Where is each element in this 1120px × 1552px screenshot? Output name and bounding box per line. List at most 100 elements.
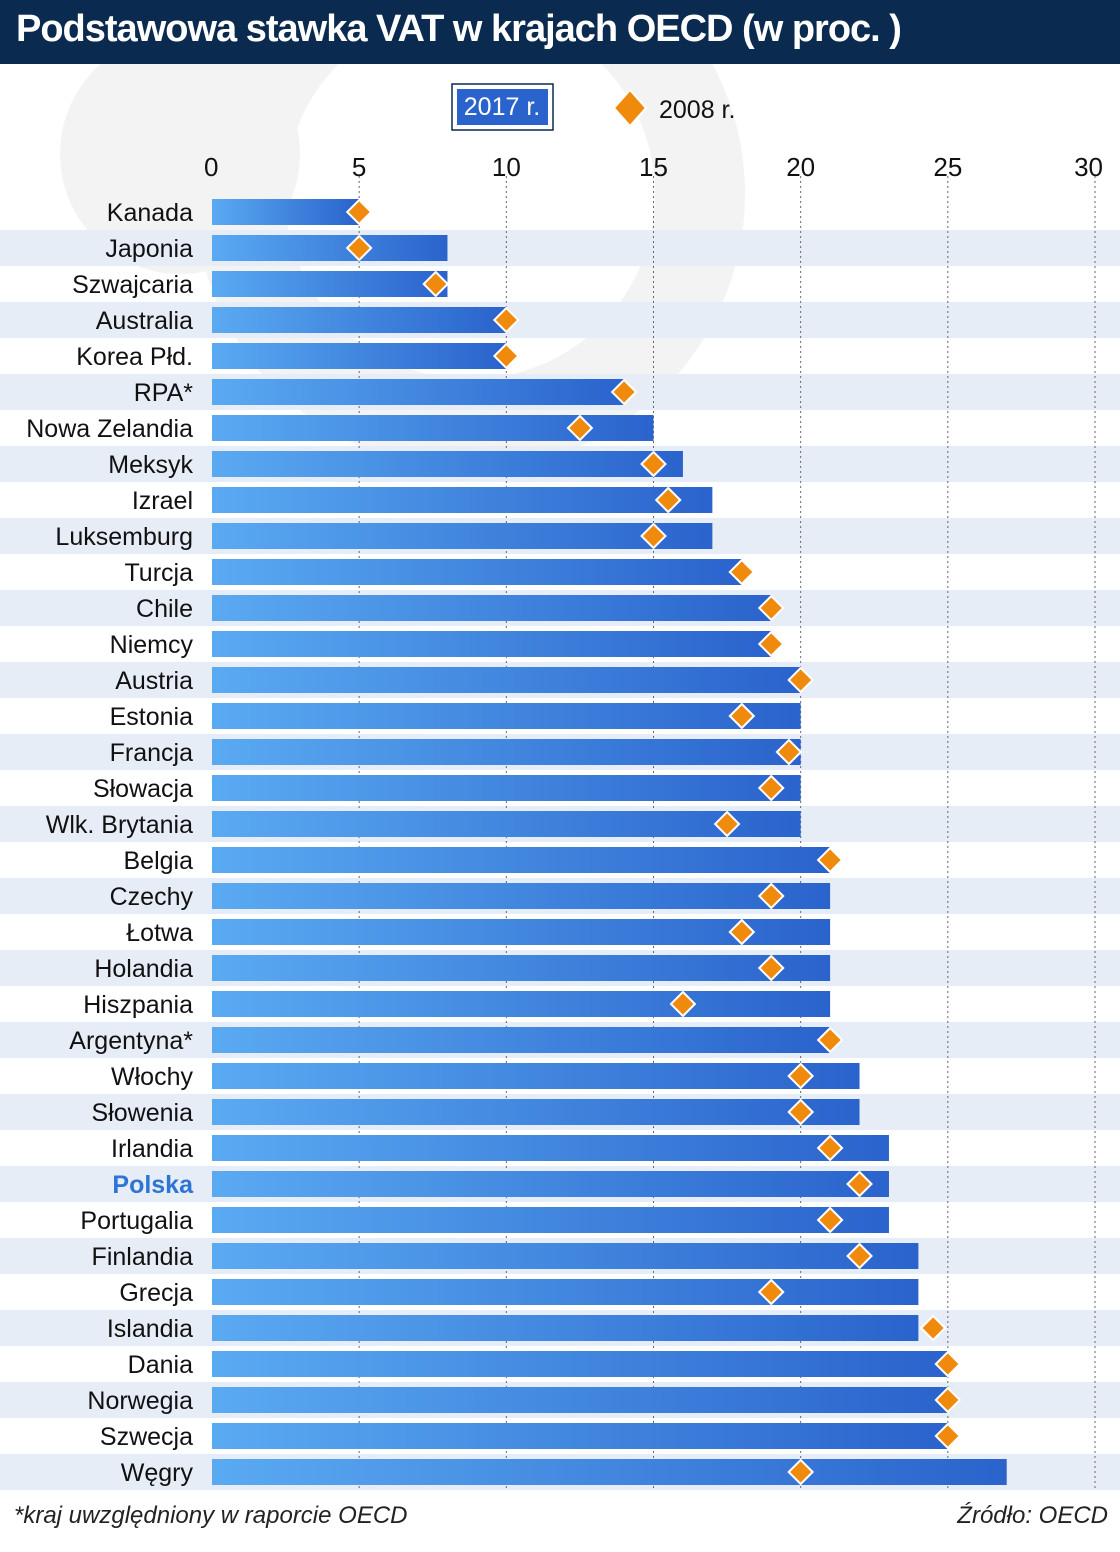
x-tick-label: 0 (204, 152, 218, 182)
bar-2017 (212, 271, 448, 297)
category-label: Węgry (121, 1459, 194, 1487)
x-tick-label: 25 (933, 152, 962, 182)
marker-2008 (787, 1458, 815, 1486)
category-label: Finlandia (92, 1243, 194, 1271)
marker-2008 (846, 1170, 873, 1198)
category-label: Nowa Zelandia (26, 415, 193, 443)
legend-frame-2017 (451, 83, 554, 131)
bar-2017 (212, 703, 801, 729)
bar-2017 (212, 811, 801, 837)
category-label: Czechy (110, 883, 194, 911)
bar-2017 (212, 775, 801, 801)
marker-2008 (757, 882, 785, 910)
bar-2017 (212, 1063, 860, 1089)
marker-2008 (787, 1062, 815, 1090)
category-label: Hiszpania (83, 991, 193, 1019)
marker-2008 (775, 738, 803, 766)
category-label: Belgia (124, 847, 194, 875)
bar-2017 (212, 1027, 831, 1053)
bar-2017 (212, 1171, 889, 1197)
marker-2008 (757, 774, 785, 802)
bar-2017 (212, 199, 360, 225)
row-band (0, 302, 1120, 338)
x-tick-label: 30 (1074, 152, 1103, 182)
category-label: Polska (112, 1171, 194, 1199)
bar-2017 (212, 1099, 860, 1125)
bar-2017 (212, 1207, 889, 1233)
category-label: Norwegia (87, 1387, 193, 1415)
marker-2008 (934, 1422, 962, 1450)
category-label: Luksemburg (55, 523, 193, 551)
category-label: Korea Płd. (76, 343, 193, 371)
category-label: Chile (136, 595, 193, 623)
bar-2017 (212, 667, 801, 693)
bar-2017 (212, 1351, 948, 1377)
marker-2008 (640, 522, 667, 550)
legend-swatch-2017 (455, 87, 550, 127)
bar-2017 (212, 307, 507, 333)
marker-2008 (640, 450, 667, 478)
bar-chart: 0 5 10 15 20 25 30 2017 r. 2008 r. Kanada Japonia S… (0, 64, 1120, 1490)
bar-2017 (212, 559, 742, 585)
title-bar: Podstawowa stawka VAT w krajach OECD (w … (0, 0, 1120, 64)
bar-2017 (212, 1459, 1007, 1485)
marker-2008 (610, 378, 638, 406)
chart-title: Podstawowa stawka VAT w krajach OECD (w … (16, 8, 902, 50)
category-label: RPA* (134, 379, 194, 407)
marker-2008 (566, 414, 594, 442)
x-tick-label: 5 (352, 152, 366, 182)
row-band (0, 230, 1120, 266)
bar-2017 (212, 1315, 919, 1341)
bar-2017 (212, 523, 713, 549)
bar-2017 (212, 595, 772, 621)
category-label: Szwajcaria (72, 271, 193, 299)
marker-2008 (345, 234, 373, 262)
marker-2008 (728, 918, 756, 946)
marker-2008 (728, 558, 756, 586)
category-label: Włochy (111, 1063, 193, 1091)
marker-2008 (345, 198, 373, 226)
category-label: Argentyna* (69, 1027, 193, 1055)
bar-2017 (212, 1135, 889, 1161)
bar-2017 (212, 1279, 919, 1305)
category-label: Wlk. Brytania (46, 811, 193, 839)
category-label: Islandia (107, 1315, 193, 1343)
category-label: Australia (96, 307, 193, 335)
legend-label-2008: 2008 r. (659, 96, 735, 124)
marker-2008 (422, 270, 450, 298)
category-label: Niemcy (110, 631, 194, 659)
bar-2017 (212, 487, 713, 513)
bar-2017 (212, 739, 801, 765)
bar-2017 (212, 883, 831, 909)
category-label: Szwecja (100, 1423, 193, 1451)
marker-2008 (787, 666, 815, 694)
bar-2017 (212, 1387, 948, 1413)
legend-label-2017: 2017 r. (464, 93, 540, 121)
marker-2008 (934, 1350, 962, 1378)
marker-2008 (934, 1386, 962, 1414)
bar-2017 (212, 991, 831, 1017)
x-tick-label: 15 (639, 152, 668, 182)
category-label: Meksyk (108, 451, 193, 479)
category-label: Estonia (110, 703, 193, 731)
category-label: Holandia (94, 955, 193, 983)
marker-2008 (846, 1242, 873, 1270)
category-label: Francja (110, 739, 193, 767)
marker-2008 (816, 846, 844, 874)
bar-2017 (212, 631, 772, 657)
marker-2008 (654, 486, 682, 514)
bar-2017 (212, 451, 683, 477)
category-label: Słowacja (93, 775, 193, 803)
footnote: *kraj uwzględniony w raporcie OECD (14, 1502, 408, 1529)
category-label: Słowenia (92, 1099, 194, 1127)
bar-2017 (212, 919, 831, 945)
marker-2008 (492, 342, 520, 370)
legend-marker-2008 (612, 88, 648, 128)
bar-2017 (212, 343, 507, 369)
x-tick-label: 10 (492, 152, 521, 182)
marker-2008 (757, 594, 785, 622)
category-label: Japonia (105, 235, 193, 263)
category-label: Portugalia (80, 1207, 193, 1235)
category-label: Izrael (132, 487, 193, 515)
marker-2008 (919, 1314, 947, 1342)
